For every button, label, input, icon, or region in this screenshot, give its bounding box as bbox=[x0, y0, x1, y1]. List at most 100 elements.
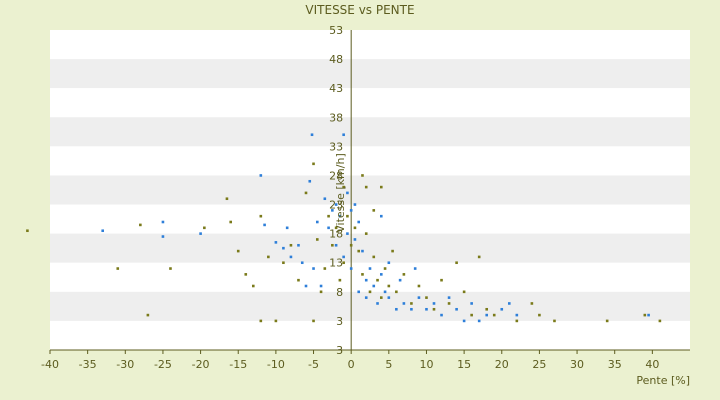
x-tick-label: -30 bbox=[116, 358, 134, 371]
data-point bbox=[349, 209, 353, 212]
y-tick-label: 53 bbox=[329, 24, 343, 37]
x-tick-label: 15 bbox=[457, 358, 471, 371]
data-point bbox=[274, 241, 278, 244]
x-tick-label: 0 bbox=[348, 358, 355, 371]
data-point bbox=[361, 249, 364, 253]
data-point bbox=[312, 267, 315, 270]
data-point bbox=[334, 243, 338, 247]
y-tick-labels: 338131823283338434853 bbox=[329, 24, 343, 357]
x-tick-label: -10 bbox=[267, 358, 285, 371]
data-point bbox=[353, 238, 357, 241]
y-tick-label: 48 bbox=[329, 53, 343, 66]
data-point bbox=[139, 223, 142, 227]
x-tick-label: 30 bbox=[570, 358, 584, 371]
data-point bbox=[455, 307, 458, 311]
chart-title: VITESSE vs PENTE bbox=[305, 3, 414, 17]
data-point bbox=[395, 290, 398, 294]
data-point bbox=[300, 261, 304, 265]
data-point bbox=[334, 203, 338, 206]
y-tick-label: 3 bbox=[336, 315, 343, 328]
data-point bbox=[507, 302, 511, 305]
data-point bbox=[357, 249, 361, 253]
x-tick-label: -40 bbox=[41, 358, 59, 371]
data-point bbox=[470, 302, 473, 305]
data-point bbox=[425, 296, 428, 299]
data-point bbox=[440, 278, 443, 282]
data-point bbox=[203, 226, 206, 230]
data-point bbox=[643, 313, 647, 317]
grid-band bbox=[50, 291, 690, 321]
data-point bbox=[357, 220, 361, 224]
data-point bbox=[353, 203, 357, 206]
grid-band bbox=[50, 146, 690, 176]
data-point bbox=[368, 290, 372, 294]
data-point bbox=[244, 273, 248, 276]
y-tick-label: 43 bbox=[329, 82, 343, 95]
data-point bbox=[395, 307, 398, 311]
data-point bbox=[315, 220, 319, 224]
grid-band bbox=[50, 320, 690, 350]
data-point bbox=[315, 238, 319, 241]
y-tick-label: 13 bbox=[329, 257, 343, 270]
data-point bbox=[402, 273, 406, 276]
data-point bbox=[229, 220, 233, 224]
data-point bbox=[338, 214, 342, 218]
data-point bbox=[310, 133, 314, 137]
data-point bbox=[319, 290, 323, 294]
data-point bbox=[470, 313, 473, 317]
grid-band bbox=[50, 117, 690, 147]
data-point bbox=[425, 307, 428, 311]
data-point bbox=[364, 232, 368, 235]
data-point bbox=[447, 296, 451, 299]
data-point bbox=[146, 313, 150, 317]
data-point bbox=[346, 214, 349, 218]
y-tick-label: 18 bbox=[329, 228, 343, 241]
data-point bbox=[413, 267, 417, 270]
data-point bbox=[349, 267, 353, 270]
data-point bbox=[169, 267, 172, 270]
data-point bbox=[342, 185, 345, 189]
data-point bbox=[387, 296, 391, 299]
data-point bbox=[263, 223, 266, 227]
y-tick-label: 8 bbox=[336, 286, 343, 299]
data-point bbox=[304, 191, 308, 195]
x-tick-label: -20 bbox=[192, 358, 210, 371]
x-tick-label: -25 bbox=[154, 358, 172, 371]
x-tick-label: 20 bbox=[495, 358, 509, 371]
x-tick-label: 35 bbox=[608, 358, 622, 371]
data-point bbox=[116, 267, 120, 270]
x-tick-label: 40 bbox=[645, 358, 659, 371]
data-point bbox=[353, 226, 357, 230]
data-point bbox=[331, 243, 334, 247]
data-point bbox=[383, 267, 387, 270]
data-point bbox=[515, 319, 519, 323]
grid-band bbox=[50, 88, 690, 118]
data-point bbox=[236, 249, 240, 253]
data-point bbox=[327, 214, 330, 218]
x-tick-label: -15 bbox=[229, 358, 247, 371]
grid-band bbox=[50, 262, 690, 292]
data-point bbox=[331, 209, 334, 212]
data-point bbox=[285, 226, 289, 230]
data-point bbox=[383, 290, 387, 294]
y-tick-label: 3 bbox=[336, 344, 343, 357]
data-point bbox=[477, 319, 481, 323]
x-tick-labels: -40 -35 -30 -25 -20 -15 -10 -5 0 5 10 15 20 25 30 35 40 bbox=[41, 350, 659, 371]
x-tick-label: 25 bbox=[532, 358, 546, 371]
data-point bbox=[312, 162, 315, 166]
data-point bbox=[349, 243, 353, 247]
x-tick-label: -5 bbox=[308, 358, 319, 371]
data-point bbox=[342, 261, 345, 265]
axes bbox=[50, 30, 690, 351]
data-point bbox=[485, 307, 489, 311]
data-point bbox=[259, 319, 263, 323]
y-tick-label: 38 bbox=[329, 111, 343, 124]
data-point bbox=[410, 307, 413, 311]
data-point bbox=[342, 133, 345, 137]
data-point bbox=[387, 261, 391, 265]
data-point bbox=[485, 313, 489, 317]
data-point bbox=[364, 278, 368, 282]
data-point bbox=[289, 255, 293, 259]
data-point bbox=[391, 249, 394, 253]
